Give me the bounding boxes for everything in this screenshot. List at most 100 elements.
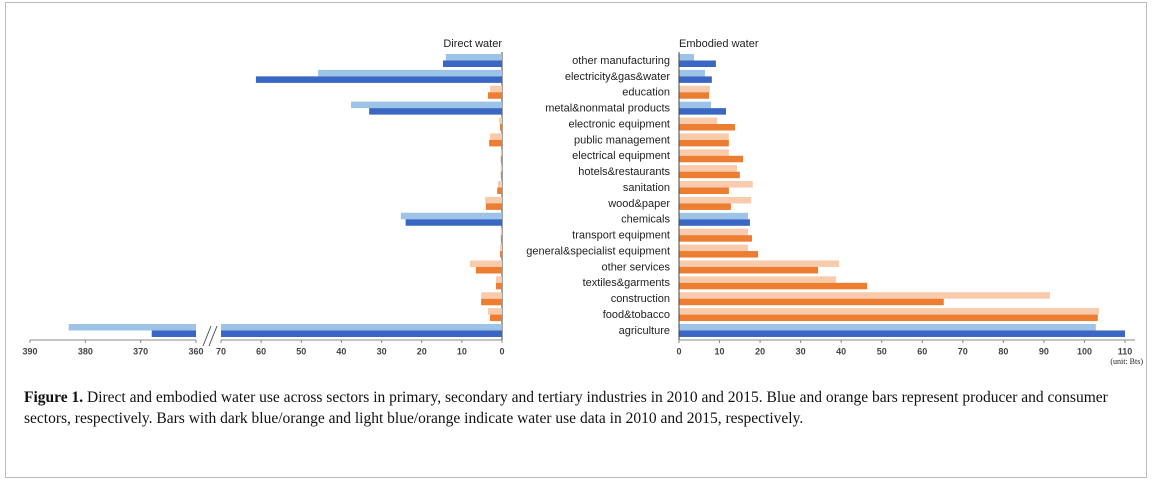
bar [679, 260, 840, 267]
bar [679, 92, 710, 99]
category-label: education [622, 87, 670, 99]
bar [481, 292, 502, 299]
x-tick-label: 110 [1118, 346, 1133, 356]
bar [499, 244, 502, 252]
category-label: electricity&gas&water [565, 71, 670, 83]
bar [351, 101, 502, 109]
bar [400, 212, 502, 220]
bar [489, 133, 502, 140]
bar [679, 292, 1050, 299]
x-tick-label: 30 [796, 346, 806, 356]
bar [500, 155, 502, 163]
bar [679, 196, 752, 204]
bar [679, 308, 1100, 315]
bar [499, 124, 502, 131]
bar [679, 235, 752, 242]
category-label: agriculture [619, 325, 670, 337]
bar [679, 330, 1125, 337]
bar [679, 124, 735, 131]
bar [318, 69, 502, 77]
bar [475, 266, 502, 274]
bar [495, 282, 502, 290]
category-label: other services [602, 261, 671, 273]
bar [679, 101, 712, 109]
category-label: construction [611, 293, 670, 305]
caption-label: Figure 1. [24, 389, 84, 406]
bar [68, 323, 502, 331]
x-tick-label: 90 [1039, 346, 1049, 356]
bar [679, 282, 868, 290]
x-tick-label: 0 [676, 346, 681, 356]
bar [489, 85, 502, 93]
bar [500, 228, 502, 236]
bar [485, 196, 502, 204]
bar [405, 219, 502, 226]
x-tick-label: 70 [216, 346, 226, 356]
bar [500, 149, 502, 156]
x-tick-label: 0 [499, 346, 504, 356]
bar [679, 314, 1098, 322]
bar [151, 330, 502, 337]
caption-text: Direct and embodied water use across sec… [24, 389, 1108, 427]
x-tick-label: 10 [715, 346, 725, 356]
bar [679, 276, 836, 283]
category-label: chemicals [621, 214, 670, 226]
bar [499, 251, 502, 258]
x-tick-label: 50 [877, 346, 887, 356]
bar [469, 260, 502, 267]
bar [255, 76, 502, 83]
bar [679, 219, 750, 226]
bar [487, 92, 502, 99]
caption: Figure 1. Direct and embodied water use … [24, 387, 1129, 429]
x-tick-label: 40 [336, 346, 346, 356]
bar [487, 308, 502, 315]
bar [445, 54, 502, 61]
figure-border [5, 2, 1147, 478]
x-tick-label: 40 [836, 346, 846, 356]
x-tick-label: 360 [188, 346, 203, 356]
x-tick-label: 60 [256, 346, 266, 356]
x-tick-label: 70 [958, 346, 968, 356]
x-tick-label: 20 [417, 346, 427, 356]
category-label: public management [574, 134, 670, 146]
bar [679, 149, 729, 156]
x-tick-label: 380 [78, 346, 93, 356]
category-label: general&specialist equipment [526, 245, 670, 257]
bar [489, 314, 502, 322]
bar [679, 108, 727, 115]
axis-break [202, 325, 212, 347]
bar [679, 323, 1096, 331]
x-tick-label: 100 [1077, 346, 1092, 356]
x-tick-label: 20 [755, 346, 765, 356]
bar [679, 187, 729, 195]
bar [442, 60, 502, 67]
bar [679, 266, 819, 274]
bar [679, 60, 716, 67]
x-tick-label: 60 [917, 346, 927, 356]
bar [500, 235, 502, 242]
bar [489, 139, 502, 147]
bar [500, 165, 502, 172]
category-label: electronic equipment [568, 118, 670, 130]
category-label: hotels&restaurants [578, 166, 670, 178]
x-tick-label: 10 [457, 346, 467, 356]
x-tick-label: 80 [998, 346, 1008, 356]
category-label: wood&paper [607, 198, 670, 210]
x-tick-label: 370 [133, 346, 148, 356]
bar [679, 139, 729, 147]
x-tick-label: 30 [377, 346, 387, 356]
bar [485, 203, 502, 210]
bar [679, 251, 759, 258]
bar [679, 228, 748, 236]
bar [497, 187, 502, 195]
category-label: sanitation [623, 182, 670, 194]
x-tick-label: 50 [296, 346, 306, 356]
bar [679, 85, 710, 93]
bar [679, 54, 695, 61]
category-label: textiles&garments [583, 277, 671, 289]
chart-title: Direct water [443, 38, 502, 50]
axis-break [208, 325, 218, 347]
unit-label: (unit: Bts) [1110, 357, 1143, 366]
bar [679, 171, 740, 179]
